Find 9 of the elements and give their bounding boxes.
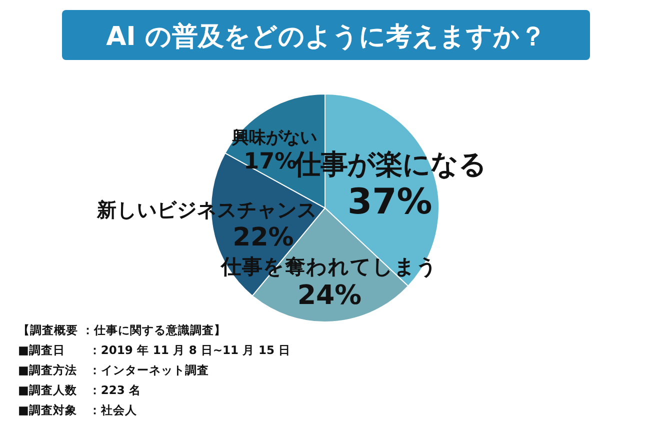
data-label: 37% bbox=[347, 182, 432, 223]
text: 【調査概要 ：仕事に関する意識調査】 bbox=[18, 323, 226, 337]
text: ■調査方法 ：インターネット調査 bbox=[18, 363, 209, 377]
text: ■調査人数 ：223 名 bbox=[18, 383, 141, 397]
chart-title: AI の普及をどのように考えますか？ bbox=[106, 21, 546, 52]
text: ■調査対象 ：社会人 bbox=[18, 403, 138, 417]
text: ■調査日 ：2019 年 11 月 8 日~11 月 15 日 bbox=[18, 343, 291, 357]
data-label: 24% bbox=[297, 280, 362, 312]
data-label: 22% bbox=[232, 222, 294, 253]
